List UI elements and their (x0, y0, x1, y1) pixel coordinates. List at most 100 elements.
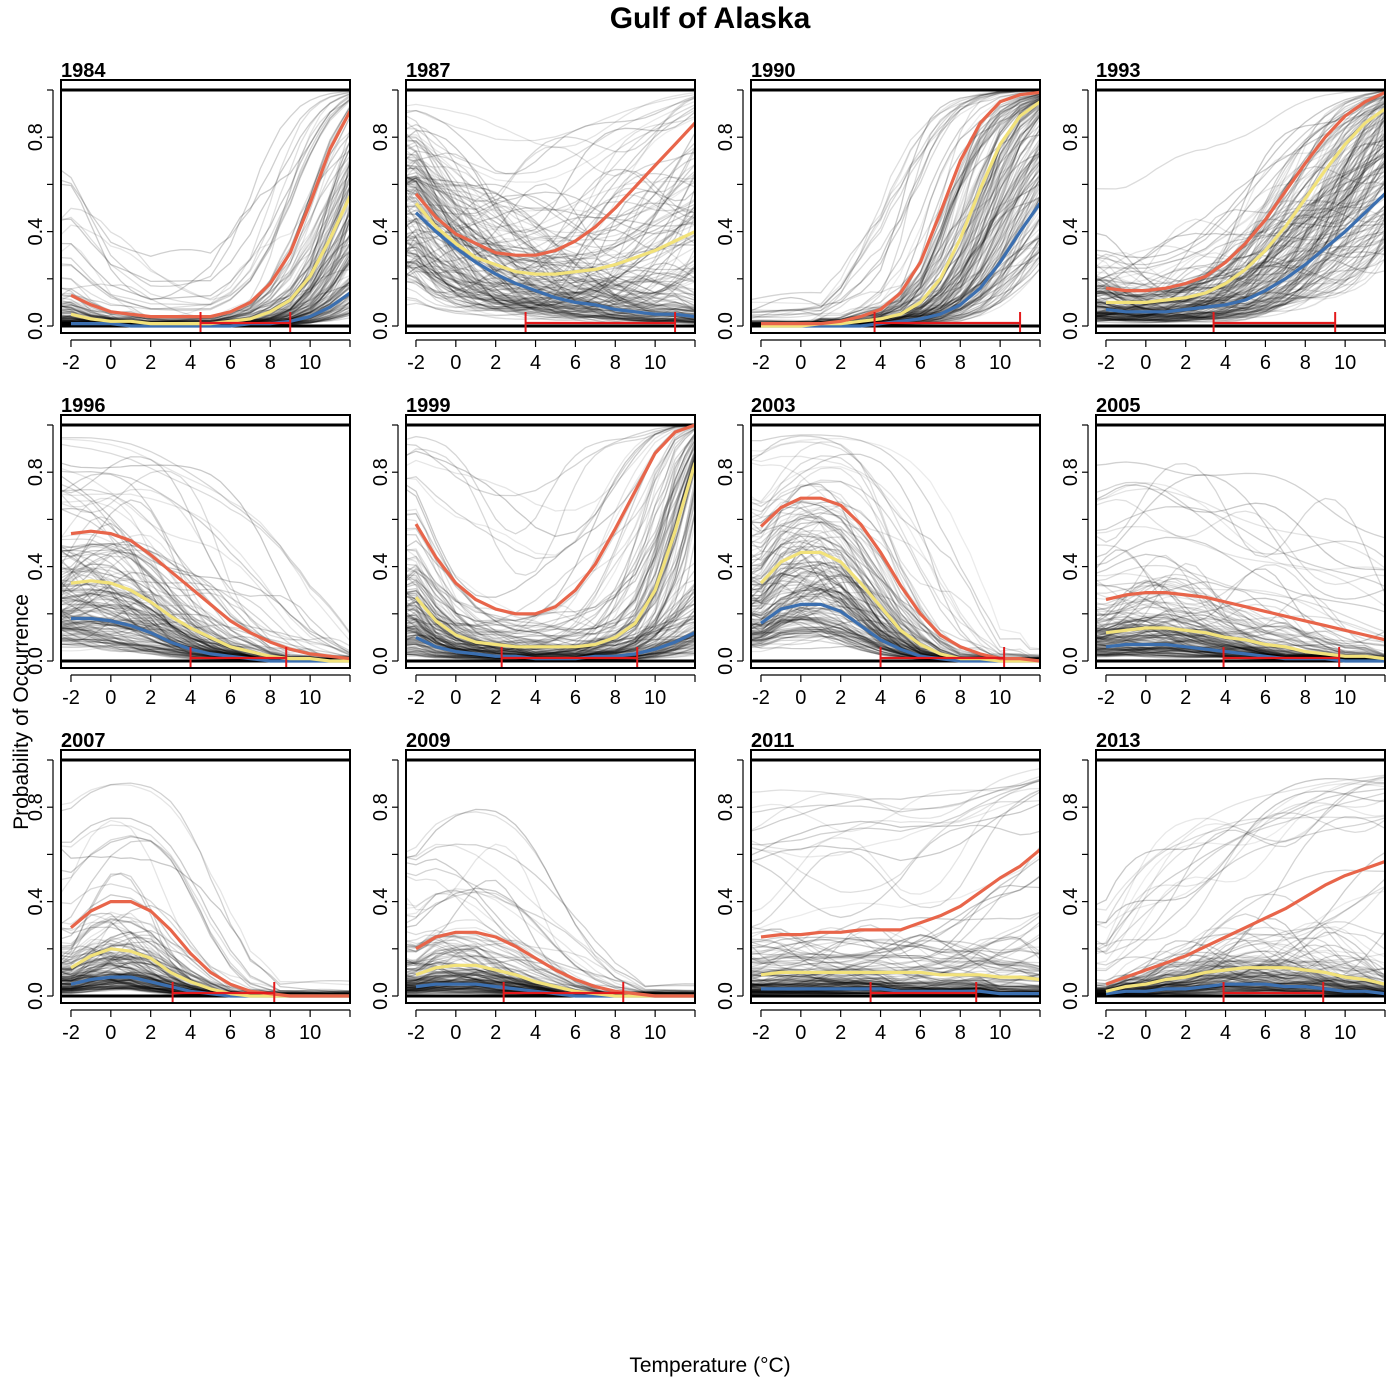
ensemble-curve (1096, 974, 1385, 993)
ensemble-curve (61, 883, 350, 996)
ensemble-curve (406, 843, 695, 994)
ensemble-curve (406, 205, 695, 317)
x-tick-label: 6 (915, 1022, 926, 1044)
ensemble-curve (751, 925, 1040, 970)
ensemble-curve (1096, 213, 1385, 319)
x-tick-label: 4 (185, 687, 196, 709)
ensemble-curve (751, 936, 1040, 982)
series-upper-line (760, 848, 1040, 939)
ensemble-curve (751, 959, 1040, 977)
ensemble-curve (751, 876, 1040, 958)
ensemble-curve (406, 607, 695, 656)
ensemble-curve (751, 89, 1040, 312)
series-upper-line (1105, 591, 1385, 642)
ensemble-curve (1096, 461, 1385, 539)
ensemble-curve (61, 96, 350, 300)
x-tick-label: 10 (299, 687, 321, 709)
ensemble-curve (751, 466, 1040, 660)
ensemble-curve (61, 470, 350, 652)
ensemble-curve (406, 429, 695, 648)
ensemble-curve (1096, 95, 1385, 316)
ensemble-curve (1096, 162, 1385, 302)
ensemble-curve (1096, 798, 1385, 951)
ensemble-curve (1096, 974, 1385, 994)
x-tick-label: 8 (1300, 687, 1311, 709)
ensemble-curve (1096, 939, 1385, 994)
ensemble-curve (406, 164, 695, 302)
ensemble-curve (406, 95, 695, 175)
ensemble-curve (406, 451, 695, 648)
ensemble-curve (406, 890, 695, 995)
x-axis-label-row: Temperature (°C) (0, 1354, 1400, 1378)
ensemble-curve (1096, 111, 1385, 318)
y-tick-label: 0.0 (370, 982, 392, 1010)
y-tick-label: 0.0 (715, 647, 737, 675)
ensemble-curve (1096, 112, 1385, 312)
ensemble-curve (1096, 153, 1385, 297)
ensemble-curve (61, 819, 350, 996)
ensemble-curve (1096, 629, 1385, 658)
ensemble-curve (61, 92, 350, 301)
ensemble-curve (406, 489, 695, 655)
ensemble-curve (406, 93, 695, 142)
ensemble-curve (751, 787, 1040, 913)
ensemble-curve (1096, 921, 1385, 987)
ensemble-curve (406, 935, 695, 994)
x-tick-label: 0 (105, 687, 116, 709)
ensemble-curve (406, 425, 695, 639)
ensemble-curve (751, 434, 1040, 650)
ensemble-curve (751, 936, 1040, 968)
ensemble-curve (1096, 102, 1385, 303)
x-tick-label: 2 (1180, 687, 1191, 709)
panel-year-label: 2009 (406, 730, 451, 752)
ensemble-curve (61, 91, 350, 257)
x-tick-label: 8 (610, 352, 621, 374)
ensemble-curve (406, 443, 695, 631)
ensemble-curve (406, 255, 695, 315)
ensemble-curve (406, 486, 695, 656)
x-tick-label: 10 (299, 1022, 321, 1044)
ensemble-curve (1096, 783, 1385, 929)
ensemble-curve (61, 443, 350, 635)
x-tick-label: 8 (955, 687, 966, 709)
x-tick-label: -2 (1097, 352, 1115, 374)
ensemble-curve (1096, 90, 1385, 259)
y-tick-label: 0.0 (25, 312, 47, 340)
ensemble-curve (406, 139, 695, 273)
panel-year-label: 2013 (1096, 730, 1141, 752)
x-tick-label: 10 (1334, 352, 1356, 374)
ensemble-curve (1096, 473, 1385, 600)
panel-2007: 2007 -2 0 2 4 6 8 10 0.0 0.4 0.8 (25, 730, 351, 1044)
ensemble-curve (1096, 90, 1385, 266)
ensemble-curve (1096, 482, 1385, 571)
ensemble-curve (406, 843, 695, 992)
series-upper-line (414, 121, 695, 257)
ensemble-curve (1096, 549, 1385, 645)
ensemble-curve (751, 953, 1040, 968)
ensemble-curve (406, 170, 695, 249)
ensemble-curve (406, 609, 695, 656)
y-tick-label: 0.4 (25, 888, 47, 916)
ensemble-curve (751, 955, 1040, 969)
ensemble-curve (406, 931, 695, 995)
panel-2003: 2003 -2 0 2 4 6 8 10 0.0 0.4 0.8 (715, 395, 1041, 709)
x-tick-label: -2 (407, 352, 425, 374)
ensemble-curve (406, 147, 695, 288)
ensemble-curve (406, 167, 695, 312)
series-median-line (414, 202, 695, 276)
x-tick-label: 2 (490, 687, 501, 709)
ensemble-curve (406, 425, 695, 633)
panel-frame (1095, 749, 1386, 1004)
ensemble-curve (406, 500, 695, 656)
x-tick-label: 8 (265, 687, 276, 709)
ensemble-curve (1096, 967, 1385, 995)
ensemble-curve (406, 261, 695, 323)
ensemble-curve (751, 944, 1040, 971)
y-tick-label: 0.4 (370, 218, 392, 246)
ensemble-curve (1096, 958, 1385, 991)
ensemble-curve (1096, 143, 1385, 310)
ensemble-curve (406, 445, 695, 622)
ensemble-curve (61, 158, 350, 323)
ensemble-curve (406, 217, 695, 309)
ensemble-curve (751, 968, 1040, 992)
